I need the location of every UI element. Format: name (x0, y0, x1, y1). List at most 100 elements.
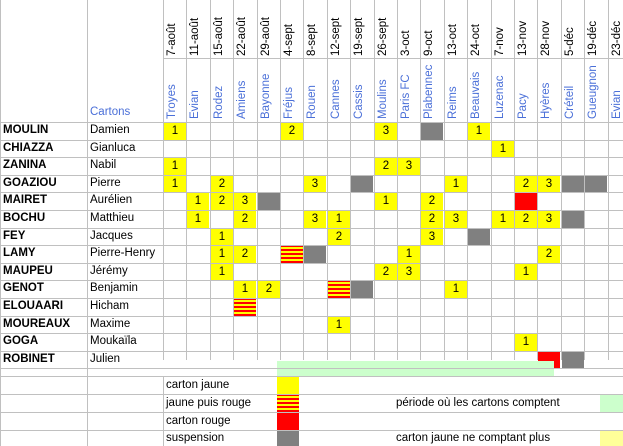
column-date: 15-août (212, 16, 225, 56)
yellow-card-cell: 1 (515, 264, 537, 281)
yellow-red-cell (234, 299, 256, 316)
suspension-cell (421, 123, 443, 140)
yellow-card-cell: 1 (234, 281, 256, 298)
grid-line (397, 0, 398, 360)
yellow-card-cell: 2 (421, 211, 443, 228)
player-first-name: Julien (90, 352, 121, 365)
suspension-cell (258, 193, 280, 210)
yellow-card-cell: 1 (515, 334, 537, 351)
yellow-card-cell: 3 (398, 158, 420, 175)
column-opponent: Troyes (166, 84, 178, 119)
column-opponent: Paris FC (400, 74, 412, 119)
grid-line (0, 412, 623, 413)
yellow-card-cell: 2 (538, 246, 560, 263)
player-first-name: Benjamin (90, 282, 138, 295)
player-first-name: Gianluca (90, 141, 136, 154)
yellow-card-cell: 2 (258, 281, 280, 298)
player-last-name: ZANINA (3, 159, 47, 172)
grid-line (0, 263, 623, 264)
column-opponent: Beauvais (470, 71, 483, 119)
column-opponent: Fréjus (283, 87, 295, 119)
yellow-card-cell: 2 (234, 211, 256, 228)
yellow-card-cell: 1 (187, 211, 209, 228)
grid-line (163, 0, 164, 360)
yellow-card-cell: 3 (538, 176, 560, 193)
suspension-cell (562, 211, 584, 228)
yellow-card-cell: 1 (445, 176, 467, 193)
grid-line (0, 175, 623, 176)
player-first-name: Damien (90, 124, 130, 136)
grid-line (350, 0, 351, 360)
column-date: 22-août (236, 16, 249, 56)
grid-line (0, 245, 623, 246)
player-last-name: ROBINET (3, 352, 55, 365)
grid-line (163, 376, 164, 446)
player-last-name: GENOT (3, 282, 44, 295)
player-last-name: MOUREAUX (3, 317, 71, 330)
player-last-name: BOCHU (3, 212, 46, 224)
yellow-red-cell (328, 281, 350, 298)
legend-suspension-swatch (277, 430, 299, 446)
legend-yellow-red-swatch (277, 395, 299, 412)
grid-line (327, 0, 328, 360)
column-date: 23-déc (610, 20, 623, 56)
column-date: 26-sept (376, 17, 389, 56)
player-last-name: CHIAZZA (3, 141, 54, 154)
player-first-name: Matthieu (90, 212, 135, 224)
column-date: 11-août (189, 17, 202, 56)
player-last-name: ELOUAARI (3, 300, 64, 312)
legend-yellow-label: carton jaune (166, 379, 230, 391)
grid-line (374, 0, 375, 360)
yellow-card-cell: 1 (492, 141, 514, 158)
yellow-card-cell: 2 (328, 229, 350, 246)
suspension-cell (585, 176, 607, 193)
grid-line (0, 333, 623, 334)
player-last-name: MAUPEU (3, 264, 53, 277)
legend-red-swatch (277, 413, 299, 430)
yellow-card-cell: 1 (398, 246, 420, 263)
grid-line (163, 58, 623, 59)
grid-line (210, 0, 211, 360)
column-date: 3-oct (400, 30, 412, 56)
yellow-card-cell: 1 (445, 281, 467, 298)
grid-line (491, 0, 492, 360)
column-opponent: Cassis (353, 84, 366, 119)
grid-line (0, 351, 623, 352)
legend-yellow-red-label: jaune puis rouge (166, 397, 252, 409)
player-first-name: Moukaïla (90, 335, 137, 348)
column-opponent: Luzenac (493, 75, 506, 119)
yellow-card-cell: 1 (328, 211, 350, 228)
grid-line (467, 0, 468, 360)
legend-red-label: carton rouge (166, 415, 231, 427)
yellow-card-cell: 3 (398, 264, 420, 281)
player-last-name: GOGA (3, 335, 39, 348)
grid-line (87, 0, 88, 446)
yellow-card-cell: 1 (328, 317, 350, 334)
column-opponent: Rodez (212, 85, 225, 119)
suspension-cell (351, 281, 373, 298)
player-first-name: Aurélien (90, 194, 133, 207)
column-opponent: Moulins (376, 79, 389, 119)
column-opponent: Gueugnon (587, 65, 600, 119)
grid-line (0, 228, 623, 229)
suspension-cell (468, 229, 490, 246)
player-last-name: FEY (3, 229, 26, 242)
grid-line (0, 122, 623, 123)
yellow-card-cell: 2 (281, 123, 303, 140)
column-date: 13-nov (517, 20, 529, 56)
yellow-card-cell: 1 (164, 158, 186, 175)
grid-line (257, 0, 258, 360)
yellow-card-cell: 2 (211, 193, 233, 210)
column-date: 8-sept (306, 24, 319, 56)
yellow-card-cell: 1 (492, 211, 514, 228)
column-opponent: Cannes (329, 79, 342, 119)
grid-line (608, 0, 609, 360)
player-last-name: MOULIN (3, 124, 49, 136)
column-date: 19-sept (353, 17, 366, 56)
player-first-name: Maxime (90, 317, 131, 330)
legend-pale-swatch (600, 430, 623, 446)
column-opponent: Evian (189, 90, 202, 119)
legend-yellow-swatch (277, 377, 299, 394)
grid-line (0, 394, 623, 395)
column-date: 28-nov (540, 20, 553, 56)
